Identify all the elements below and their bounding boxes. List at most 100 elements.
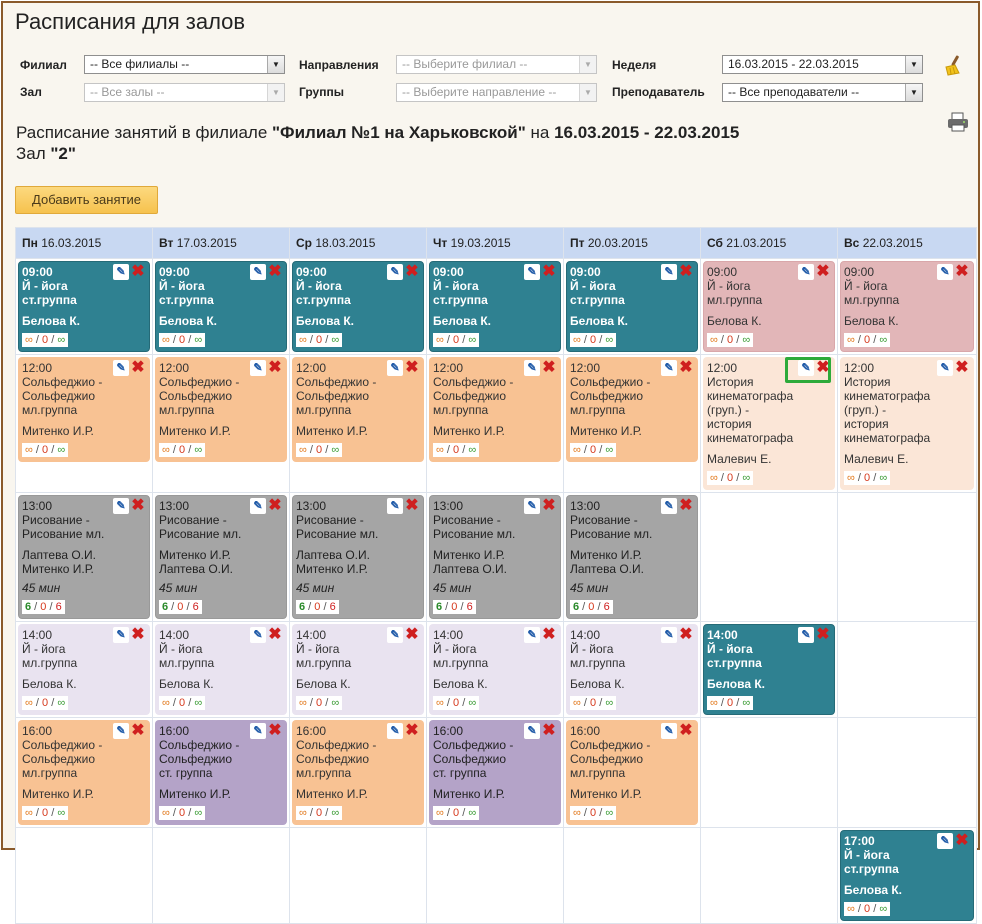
delete-icon[interactable]: ✖ — [405, 263, 419, 280]
pencil-icon[interactable]: ✎ — [250, 627, 266, 643]
pencil-icon[interactable]: ✎ — [937, 833, 953, 849]
pencil-icon[interactable]: ✎ — [661, 498, 677, 514]
schedule-cell[interactable]: ✎ ✖ 16:00 Сольфеджио - Сольфеджио ст. групп… — [426, 717, 564, 828]
schedule-cell[interactable]: ✎ ✖ 09:00 Й - йога ст.группа Белова К. ∞ / 0 … — [289, 258, 427, 355]
schedule-cell[interactable] — [426, 827, 564, 924]
schedule-cell[interactable]: ✎ ✖ 12:00 Сольфеджио - Сольфеджио мл.группа… — [15, 354, 153, 493]
delete-icon[interactable]: ✖ — [268, 626, 282, 643]
pencil-icon[interactable]: ✎ — [524, 264, 540, 280]
add-lesson-button[interactable]: Добавить занятие — [15, 186, 158, 214]
delete-icon[interactable]: ✖ — [131, 722, 145, 739]
delete-icon[interactable]: ✖ — [679, 263, 693, 280]
lesson-card[interactable]: ✎ ✖ 09:00 Й - йога ст.группа Белова К. ∞ / 0 … — [292, 261, 424, 352]
pencil-icon[interactable]: ✎ — [798, 264, 814, 280]
schedule-cell[interactable]: ✎ ✖ 12:00 Сольфеджио - Сольфеджио мл.группа… — [426, 354, 564, 493]
delete-icon[interactable]: ✖ — [542, 626, 556, 643]
lesson-card[interactable]: ✎ ✖ 09:00 Й - йога ст.группа Белова К. ∞ / 0 … — [155, 261, 287, 352]
lesson-card[interactable]: ✎ ✖ 13:00 Рисование - Рисование мл. Митенко … — [429, 495, 561, 619]
lesson-card[interactable]: ✎ ✖ 14:00 Й - йога мл.группа Белова К. ∞ / 0 … — [429, 624, 561, 715]
schedule-cell[interactable]: ✎ ✖ 14:00 Й - йога мл.группа Белова К. ∞ / 0 … — [152, 621, 290, 718]
schedule-cell[interactable]: ✎ ✖ 12:00 Сольфеджио - Сольфеджио мл.группа… — [289, 354, 427, 493]
pencil-icon[interactable]: ✎ — [387, 498, 403, 514]
delete-icon[interactable]: ✖ — [542, 722, 556, 739]
schedule-cell[interactable] — [700, 492, 838, 622]
schedule-cell[interactable]: ✎ ✖ 14:00 Й - йога мл.группа Белова К. ∞ / 0 … — [289, 621, 427, 718]
delete-icon[interactable]: ✖ — [542, 263, 556, 280]
lesson-card[interactable]: ✎ ✖ 16:00 Сольфеджио - Сольфеджио мл.группа… — [18, 720, 150, 825]
delete-icon[interactable]: ✖ — [268, 359, 282, 376]
schedule-cell[interactable]: ✎ ✖ 09:00 Й - йога ст.группа Белова К. ∞ / 0 … — [15, 258, 153, 355]
delete-icon[interactable]: ✖ — [955, 359, 969, 376]
lesson-card[interactable]: ✎ ✖ 14:00 Й - йога ст.группа Белова К. ∞ / 0 … — [703, 624, 835, 715]
delete-icon[interactable]: ✖ — [816, 359, 830, 376]
schedule-cell[interactable]: ✎ ✖ 12:00 Сольфеджио - Сольфеджио мл.группа… — [152, 354, 290, 493]
schedule-cell[interactable]: ✎ ✖ 13:00 Рисование - Рисование мл. Лаптева … — [15, 492, 153, 622]
pencil-icon[interactable]: ✎ — [937, 360, 953, 376]
delete-icon[interactable]: ✖ — [268, 722, 282, 739]
pencil-icon[interactable]: ✎ — [661, 264, 677, 280]
schedule-cell[interactable]: ✎ ✖ 17:00 Й - йога ст.группа Белова К. ∞ / 0 … — [837, 827, 977, 924]
delete-icon[interactable]: ✖ — [679, 626, 693, 643]
lesson-card[interactable]: ✎ ✖ 12:00 Сольфеджио - Сольфеджио мл.группа… — [429, 357, 561, 462]
delete-icon[interactable]: ✖ — [405, 359, 419, 376]
schedule-cell[interactable]: ✎ ✖ 09:00 Й - йога ст.группа Белова К. ∞ / 0 … — [426, 258, 564, 355]
lesson-card[interactable]: ✎ ✖ 17:00 Й - йога ст.группа Белова К. ∞ / 0 … — [840, 830, 974, 921]
schedule-cell[interactable]: ✎ ✖ 14:00 Й - йога ст.группа Белова К. ∞ / 0 … — [700, 621, 838, 718]
schedule-cell[interactable]: ✎ ✖ 09:00 Й - йога мл.группа Белова К. ∞ / 0 … — [837, 258, 977, 355]
pencil-icon[interactable]: ✎ — [250, 360, 266, 376]
lesson-card[interactable]: ✎ ✖ 12:00 Сольфеджио - Сольфеджио мл.группа… — [292, 357, 424, 462]
lesson-card[interactable]: ✎ ✖ 16:00 Сольфеджио - Сольфеджио ст. групп… — [429, 720, 561, 825]
pencil-icon[interactable]: ✎ — [524, 498, 540, 514]
schedule-cell[interactable]: ✎ ✖ 14:00 Й - йога мл.группа Белова К. ∞ / 0 … — [563, 621, 701, 718]
schedule-cell[interactable]: ✎ ✖ 12:00 История кинематографа (груп.) - и… — [837, 354, 977, 493]
schedule-cell[interactable] — [15, 827, 153, 924]
lesson-card[interactable]: ✎ ✖ 13:00 Рисование - Рисование мл. Лаптева … — [18, 495, 150, 619]
schedule-cell[interactable] — [837, 492, 977, 622]
delete-icon[interactable]: ✖ — [679, 359, 693, 376]
schedule-cell[interactable]: ✎ ✖ 16:00 Сольфеджио - Сольфеджио мл.группа… — [289, 717, 427, 828]
schedule-cell[interactable]: ✎ ✖ 13:00 Рисование - Рисование мл. Митенко … — [426, 492, 564, 622]
delete-icon[interactable]: ✖ — [679, 722, 693, 739]
week-select[interactable]: 16.03.2015 - 22.03.2015 ▼ — [722, 55, 923, 74]
lesson-card[interactable]: ✎ ✖ 12:00 Сольфеджио - Сольфеджио мл.группа… — [18, 357, 150, 462]
schedule-cell[interactable]: ✎ ✖ 14:00 Й - йога мл.группа Белова К. ∞ / 0 … — [426, 621, 564, 718]
delete-icon[interactable]: ✖ — [542, 359, 556, 376]
teacher-select[interactable]: -- Все преподаватели -- ▼ — [722, 83, 923, 102]
pencil-icon[interactable]: ✎ — [798, 360, 814, 376]
schedule-cell[interactable]: ✎ ✖ 16:00 Сольфеджио - Сольфеджио ст. групп… — [152, 717, 290, 828]
schedule-cell[interactable]: ✎ ✖ 12:00 Сольфеджио - Сольфеджио мл.группа… — [563, 354, 701, 493]
lesson-card[interactable]: ✎ ✖ 14:00 Й - йога мл.группа Белова К. ∞ / 0 … — [18, 624, 150, 715]
schedule-cell[interactable] — [700, 717, 838, 828]
schedule-cell[interactable]: ✎ ✖ 13:00 Рисование - Рисование мл. Митенко … — [563, 492, 701, 622]
pencil-icon[interactable]: ✎ — [250, 723, 266, 739]
delete-icon[interactable]: ✖ — [268, 497, 282, 514]
pencil-icon[interactable]: ✎ — [387, 360, 403, 376]
pencil-icon[interactable]: ✎ — [387, 264, 403, 280]
schedule-cell[interactable] — [837, 717, 977, 828]
direction-select[interactable]: -- Выберите филиал -- ▼ — [396, 55, 597, 74]
lesson-card[interactable]: ✎ ✖ 13:00 Рисование - Рисование мл. Лаптева … — [292, 495, 424, 619]
schedule-cell[interactable] — [700, 827, 838, 924]
delete-icon[interactable]: ✖ — [816, 626, 830, 643]
delete-icon[interactable]: ✖ — [268, 263, 282, 280]
pencil-icon[interactable]: ✎ — [113, 360, 129, 376]
branch-select[interactable]: -- Все филиалы -- ▼ — [84, 55, 285, 74]
delete-icon[interactable]: ✖ — [679, 497, 693, 514]
pencil-icon[interactable]: ✎ — [524, 360, 540, 376]
schedule-cell[interactable]: ✎ ✖ 09:00 Й - йога мл.группа Белова К. ∞ / 0 … — [700, 258, 838, 355]
lesson-card[interactable]: ✎ ✖ 12:00 Сольфеджио - Сольфеджио мл.группа… — [566, 357, 698, 462]
lesson-card[interactable]: ✎ ✖ 14:00 Й - йога мл.группа Белова К. ∞ / 0 … — [155, 624, 287, 715]
lesson-card[interactable]: ✎ ✖ 14:00 Й - йога мл.группа Белова К. ∞ / 0 … — [566, 624, 698, 715]
broom-icon[interactable] — [942, 54, 964, 76]
schedule-cell[interactable] — [563, 827, 701, 924]
pencil-icon[interactable]: ✎ — [113, 723, 129, 739]
pencil-icon[interactable]: ✎ — [661, 627, 677, 643]
delete-icon[interactable]: ✖ — [405, 722, 419, 739]
lesson-card[interactable]: ✎ ✖ 12:00 Сольфеджио - Сольфеджио мл.группа… — [155, 357, 287, 462]
pencil-icon[interactable]: ✎ — [250, 264, 266, 280]
schedule-cell[interactable]: ✎ ✖ 13:00 Рисование - Рисование мл. Лаптева … — [289, 492, 427, 622]
delete-icon[interactable]: ✖ — [542, 497, 556, 514]
delete-icon[interactable]: ✖ — [955, 263, 969, 280]
pencil-icon[interactable]: ✎ — [113, 498, 129, 514]
hall-select[interactable]: -- Все залы -- ▼ — [84, 83, 285, 102]
